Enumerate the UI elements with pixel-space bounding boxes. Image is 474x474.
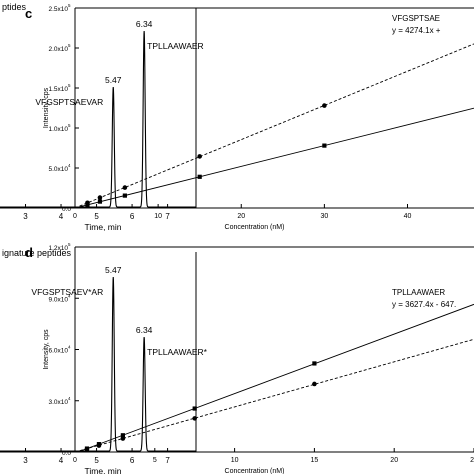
y-tick-label: 1.0x10	[48, 126, 68, 133]
fit-line	[75, 107, 474, 208]
x-tick-label: 3	[23, 212, 28, 221]
data-point	[96, 443, 102, 448]
peak-rt-label: 5.47	[105, 75, 122, 85]
data-point	[312, 381, 317, 387]
x-tick-label: 20	[390, 457, 398, 464]
data-point	[84, 446, 90, 452]
y-tick-label: 0.0	[62, 450, 71, 457]
peak-rt-label: 5.47	[105, 265, 122, 275]
y-tick-label: 6.0x10	[48, 348, 68, 355]
data-point	[85, 202, 90, 207]
panel-label: c	[25, 6, 32, 21]
x-tick-label: 6	[130, 212, 135, 221]
legend-equation: y = 3627.4x - 647.	[392, 300, 456, 309]
y-tick-exponent: 4	[68, 345, 71, 350]
x-tick-label: 25	[470, 457, 474, 464]
chromatogram-panel-b: ignature peptides 3 4 5 6 7 Time, min 5.47 VFGSP…	[0, 248, 208, 474]
data-point	[192, 416, 197, 421]
peak-name-label: VFGSPTSAEVAR	[35, 97, 103, 107]
data-point	[322, 103, 327, 108]
chromatogram-trace	[0, 276, 196, 452]
x-tick-label: 40	[404, 213, 412, 220]
data-point	[122, 185, 128, 190]
x-tick-label: 6	[130, 456, 135, 465]
data-point	[122, 193, 127, 198]
peak-name-label: VFGSPTSAEV*AR	[31, 287, 103, 297]
x-tick-label: 5	[94, 456, 99, 465]
y-tick-label: 1.2x10	[48, 245, 68, 252]
x-axis-label: Time, min	[85, 466, 122, 474]
x-tick-label: 5	[94, 212, 99, 221]
y-tick-exponent: 5	[68, 242, 71, 247]
data-point	[197, 154, 202, 159]
x-tick-label: 5	[153, 457, 157, 464]
y-tick-label: 9.0x10	[48, 296, 68, 303]
peak-rt-label: 6.34	[136, 19, 153, 29]
x-tick-label: 10	[154, 213, 162, 220]
x-tick-label: 15	[311, 457, 319, 464]
panel-title: ignature peptides	[2, 248, 72, 258]
x-axis-label: Concentration (nM)	[225, 224, 285, 231]
y-tick-label: 3.0x10	[48, 399, 68, 406]
y-tick-exponent: 5	[68, 43, 71, 48]
fit-line	[76, 303, 474, 452]
legend-series-name: TPLLAAWAER	[392, 288, 445, 297]
x-tick-label: 4	[59, 456, 64, 465]
y-tick-label: 2.5x10	[48, 6, 68, 13]
x-tick-label: 20	[237, 213, 245, 220]
peak-name-label: TPLLAAWAER	[147, 41, 204, 51]
x-axis-label: Time, min	[85, 222, 122, 232]
peak-rt-label: 6.34	[136, 325, 153, 335]
y-axis-label: Intensity, cps	[43, 87, 50, 128]
y-tick-label: 1.5x10	[48, 86, 68, 93]
fit-line	[75, 43, 474, 208]
x-tick-label: 4	[59, 212, 64, 221]
data-point	[192, 406, 197, 411]
data-point	[120, 433, 125, 438]
x-tick-label: 7	[165, 212, 170, 221]
y-tick-exponent: 4	[68, 396, 71, 401]
data-point	[120, 436, 126, 441]
legend-equation: y = 4274.1x +	[392, 26, 441, 35]
calibration-panel-c: c0.05.0x1041.0x1051.5x1052.0x1052.5x1050…	[25, 3, 474, 231]
data-point	[322, 143, 327, 148]
y-tick-exponent: 4	[68, 163, 71, 168]
chromatogram-trace	[0, 30, 196, 208]
y-tick-label: 5.0x10	[48, 166, 68, 173]
x-tick-label: 10	[231, 457, 239, 464]
data-point	[97, 199, 103, 204]
x-tick-label: 0	[73, 457, 77, 464]
data-point	[97, 195, 103, 200]
y-tick-label: 0.0	[62, 206, 71, 213]
x-axis-label: Concentration (nM)	[225, 468, 285, 474]
x-tick-label: 30	[320, 213, 328, 220]
peak-name-label: TPLLAAWAER*	[147, 347, 208, 357]
panel-label: d	[25, 245, 33, 260]
x-tick-label: 0	[73, 213, 77, 220]
y-tick-exponent: 4	[68, 293, 71, 298]
y-tick-exponent: 5	[68, 3, 71, 8]
x-tick-label: 3	[23, 456, 28, 465]
x-tick-label: 7	[165, 456, 170, 465]
y-axis-label: Intensity, cps	[43, 329, 50, 370]
y-tick-exponent: 5	[68, 83, 71, 88]
y-tick-exponent: 5	[68, 123, 71, 128]
data-point	[312, 361, 317, 366]
legend-series-name: VFGSPTSAE	[392, 14, 440, 23]
y-tick-label: 2.0x10	[48, 46, 68, 53]
data-point	[197, 174, 202, 179]
panel-title: ptides	[2, 2, 27, 12]
fit-line	[75, 338, 474, 452]
